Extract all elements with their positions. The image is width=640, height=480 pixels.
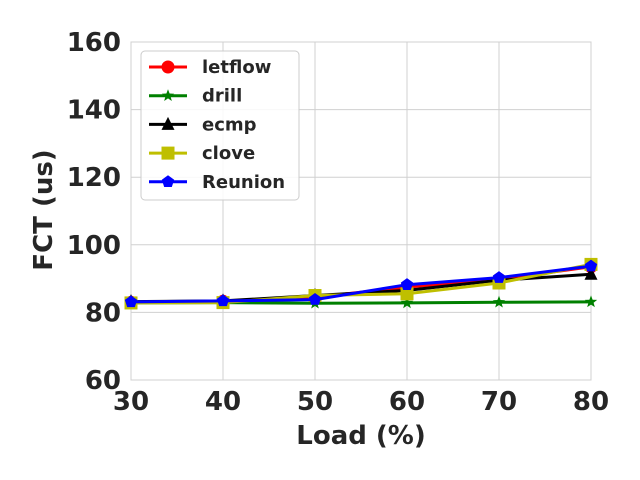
x-tick-label: 50 <box>297 387 333 417</box>
y-tick-label: 100 <box>67 231 121 261</box>
tick-labels: 30 40 50 60 70 80 60 80 100 120 140 160 <box>67 28 609 417</box>
data-point <box>124 295 138 308</box>
y-axis-label: FCT (us) <box>29 149 59 270</box>
data-point <box>492 295 506 308</box>
y-tick-label: 80 <box>85 298 121 328</box>
legend-item: ecmp <box>149 114 257 135</box>
series-group <box>124 257 598 310</box>
data-point <box>584 295 598 308</box>
legend-marker <box>161 116 175 130</box>
series-reunion <box>124 259 598 308</box>
legend-label: drill <box>202 86 242 107</box>
x-tick-label: 40 <box>205 387 241 417</box>
data-point <box>308 293 322 305</box>
legend-label: clove <box>202 143 255 164</box>
y-tick-label: 160 <box>67 28 121 58</box>
legend-item: clove <box>149 143 255 164</box>
data-point <box>400 278 414 290</box>
series-line <box>130 265 592 304</box>
y-tick-label: 140 <box>67 96 121 126</box>
data-point <box>400 296 414 309</box>
data-point <box>400 287 414 301</box>
data-point <box>492 271 506 283</box>
legend-label: Reunion <box>202 172 285 193</box>
x-tick-label: 30 <box>113 387 149 417</box>
legend-marker <box>161 175 175 188</box>
legend-label: ecmp <box>202 114 257 135</box>
data-point <box>216 294 230 307</box>
data-point <box>584 266 598 280</box>
legend-item: drill <box>149 86 242 107</box>
series-line <box>130 264 592 304</box>
x-tick-label: 80 <box>573 387 609 417</box>
axes <box>130 41 592 381</box>
y-tick-label: 120 <box>67 163 121 193</box>
x-tick-label: 70 <box>481 387 517 417</box>
legend: letflow drill ecmp clove Reunion <box>140 50 300 201</box>
x-axis-label: Load (%) <box>296 421 425 451</box>
legend-label: letflow <box>202 57 271 78</box>
legend-marker <box>161 60 175 74</box>
series-line <box>130 262 592 305</box>
legend-item: letflow <box>149 57 271 78</box>
x-tick-label: 60 <box>389 387 425 417</box>
data-point <box>584 259 598 272</box>
legend-item: Reunion <box>149 172 285 193</box>
legend-marker <box>161 89 175 101</box>
plot-frame <box>130 41 592 381</box>
legend-marker <box>161 146 175 160</box>
y-tick-label: 60 <box>85 366 121 396</box>
legend-box <box>140 50 300 201</box>
